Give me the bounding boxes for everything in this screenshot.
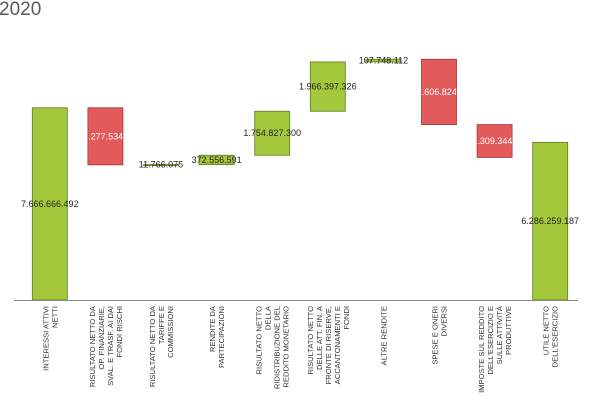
data-label-10: 6.286.259.187 <box>521 216 579 226</box>
category-label-line: FRONTE DI RISERVE, <box>324 306 333 384</box>
category-label-line: FONDI RISCHI <box>115 306 124 357</box>
category-label-10: UTILE NETTO DELL'ESERCIZIO <box>542 306 560 367</box>
data-label-6: 1.966.397.326 <box>299 82 357 92</box>
category-label-line: SVAL. E TRASF. AI DAI <box>106 306 115 386</box>
data-label-7: 107.748.112 <box>359 56 408 66</box>
data-labels-group: 7.666.666.492 -2.277.534.0 11.766.075 372.5… <box>21 56 579 227</box>
category-label-line: RISULTATO NETTO <box>306 306 315 375</box>
category-label-line: DELLE ATT. FIN. A <box>315 305 324 370</box>
category-label-line: NETTI <box>50 306 59 328</box>
category-label-4: RENDITE DA PARTECIPAZIONI <box>208 305 226 368</box>
category-label-line: IMPOSTE SUL REDDITO <box>477 306 486 393</box>
category-label-line: PARTECIPAZIONI <box>217 306 226 368</box>
category-label-1: INTERESSI ATTIVI NETTI <box>41 306 59 371</box>
category-label-9: IMPOSTE SUL REDDITO DELL'ESERCIZIO E SULLE… <box>477 305 513 393</box>
bar-9 <box>476 124 513 158</box>
category-label-line: RIDISTRIBUZIONE DEL <box>273 306 282 389</box>
data-label-4: 372.556.591 <box>192 155 242 165</box>
bar-3 <box>143 164 179 166</box>
category-label-8: SPESE E ONERI DIVERSI <box>431 306 449 365</box>
data-label-9: -1.309.344.0 <box>469 136 520 146</box>
data-label-3: 11.766.075 <box>139 160 183 170</box>
category-label-line: FONDI <box>342 306 351 330</box>
category-label-line: INTERESSI ATTIVI <box>41 306 50 371</box>
category-label-3: RISULTATO NETTO DA TARIFFE E COMMISSIONI <box>148 305 175 387</box>
category-label-line: COMMISSIONI <box>166 306 175 358</box>
category-label-line: DELLA <box>264 305 273 330</box>
category-label-line: SULLE ATTIVITÀ <box>495 305 504 364</box>
category-label-line: UTILE NETTO <box>542 306 551 355</box>
category-label-line: ALTRE RENDITE <box>379 306 388 365</box>
category-label-line: PRODUTTIVE <box>504 306 513 355</box>
category-label-line: RENDITE DA <box>208 305 217 352</box>
category-label-line: RISULTATO NETTO DA <box>148 305 157 387</box>
data-label-2: -2.277.534.0 <box>80 131 131 141</box>
category-label-2: RISULTATO NETTO DA OP. FINANZIARIE, SVAL. … <box>88 305 124 387</box>
category-labels-group: INTERESSI ATTIVI NETTI RISULTATO NETTO DA O… <box>41 305 559 393</box>
category-label-5: RISULTATO NETTO DELLA RIDISTRIBUZIONE DEL R… <box>255 305 291 389</box>
bar-10 <box>532 141 569 301</box>
chart-title: 2020 <box>0 0 41 20</box>
bar-5 <box>254 110 291 156</box>
bar-8 <box>421 58 457 126</box>
data-label-1: 7.666.666.492 <box>21 199 79 209</box>
category-label-6: RISULTATO NETTO DELLE ATT. FIN. A FRONTE D… <box>306 305 351 384</box>
data-label-8: -2.606.824.0 <box>414 87 465 97</box>
category-label-line: DELL'ESERCIZIO E <box>486 306 495 375</box>
category-label-line: RISULTATO NETTO DA <box>88 305 97 387</box>
bar-6 <box>309 61 346 112</box>
bars-group <box>31 58 569 301</box>
bar-2 <box>87 107 124 166</box>
category-label-line: TARIFFE E <box>157 306 166 344</box>
category-label-line: SPESE E ONERI <box>431 306 440 365</box>
category-label-line: REDDITO MONETARIO <box>282 306 291 388</box>
data-label-5: 1.754.827.300 <box>243 128 301 138</box>
category-label-line: DIVERSI <box>440 306 449 336</box>
category-label-line: OP. FINANZIARIE, <box>97 306 106 370</box>
category-label-line: RISULTATO NETTO <box>255 306 264 375</box>
category-label-line: ACCANTONAMENTI E <box>333 306 342 384</box>
bar-7 <box>365 58 402 63</box>
category-label-7: ALTRE RENDITE <box>379 306 388 365</box>
bar-1 <box>31 107 68 301</box>
bar-4 <box>198 154 235 165</box>
category-label-line: DELL'ESERCIZIO <box>551 306 560 367</box>
